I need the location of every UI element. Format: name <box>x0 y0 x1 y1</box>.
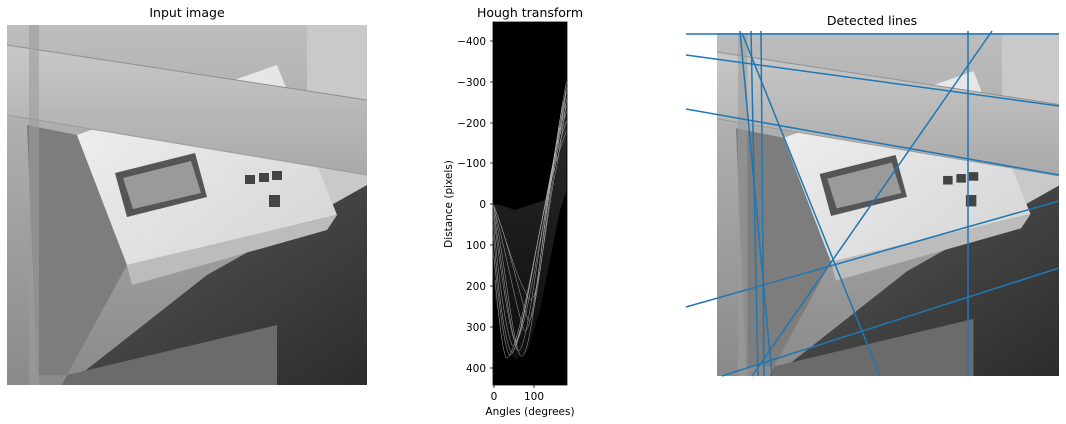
input-image <box>7 25 367 385</box>
detected-panel: Detected lines <box>686 13 1059 376</box>
input-image-panel: Input image <box>7 5 367 385</box>
y-tick-label: 300 <box>466 322 486 334</box>
y-tick-label: −100 <box>457 158 486 170</box>
input-image-title: Input image <box>149 5 225 20</box>
hough-y-axis: −400 −300 −200 −100 0 100 200 300 400 <box>457 36 493 375</box>
y-tick-label: −400 <box>457 36 486 48</box>
y-tick-label: 200 <box>466 281 486 293</box>
y-tick-label: 100 <box>466 240 486 252</box>
hough-x-axis: 0 100 <box>491 385 544 403</box>
detected-title: Detected lines <box>827 13 917 28</box>
x-tick-label: 100 <box>524 391 544 403</box>
x-tick-label: 0 <box>491 391 498 403</box>
y-tick-label: 0 <box>479 199 486 211</box>
hough-title: Hough transform <box>477 5 583 20</box>
y-tick-label: −200 <box>457 118 486 130</box>
y-tick-label: 400 <box>466 363 486 375</box>
hough-panel: Hough transform −400 −300 −200 <box>443 5 583 418</box>
hough-ylabel: Distance (pixels) <box>443 160 455 248</box>
hough-xlabel: Angles (degrees) <box>485 406 574 418</box>
detected-image <box>717 33 1059 376</box>
y-tick-label: −300 <box>457 77 486 89</box>
